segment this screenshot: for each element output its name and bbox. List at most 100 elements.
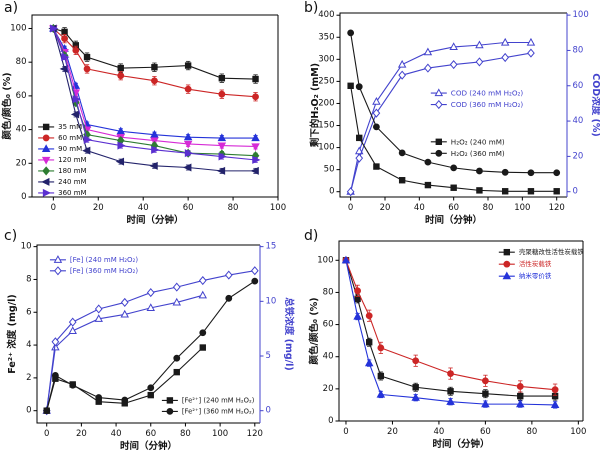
svg-text:0: 0 [343,427,348,437]
svg-text:颜色/颜色₀ (%): 颜色/颜色₀ (%) [308,297,320,364]
svg-text:80: 80 [526,427,537,437]
svg-text:0: 0 [348,203,353,213]
svg-text:80: 80 [483,203,494,213]
svg-text:20: 20 [573,151,584,161]
panel-c-label: c) [4,228,18,244]
svg-text:0: 0 [266,406,271,416]
svg-text:Fe²⁺ 浓度 (mg/l): Fe²⁺ 浓度 (mg/l) [6,294,18,373]
svg-text:60: 60 [323,320,334,330]
svg-text:4: 4 [26,340,31,350]
svg-text:颜色/颜色₀ (%): 颜色/颜色₀ (%) [1,72,13,139]
svg-text:60: 60 [145,429,156,439]
svg-text:120: 120 [549,203,565,213]
svg-text:80: 80 [228,203,239,213]
svg-text:20: 20 [380,203,391,213]
svg-text:40: 40 [414,203,425,213]
svg-text:400: 400 [318,10,334,20]
svg-text:COD (360 mM H₂O₂): COD (360 mM H₂O₂) [451,100,524,109]
svg-text:时间（分钟）: 时间（分钟） [126,214,183,226]
svg-text:COD浓度 (%): COD浓度 (%) [590,73,600,136]
svg-text:300: 300 [318,54,334,64]
svg-text:10: 10 [21,242,32,252]
svg-text:60: 60 [480,427,491,437]
svg-text:20: 20 [387,427,398,437]
panel-a: a) 0 20 40 60 80 100 0 20 40 60 80 100 时间（分钟） 颜色/颜色₀ … [0,0,300,227]
svg-text:100: 100 [212,429,228,439]
svg-text:时间（分钟）: 时间（分钟） [432,438,489,450]
svg-text:60 mM: 60 mM [58,134,82,142]
svg-text:100: 100 [318,143,334,153]
panel-b: b) 0 20 40 60 80 100 120 0 50 100 150 200 250 300 350 4… [300,0,600,227]
panel-d-label: d) [304,228,319,244]
svg-text:总铁浓度 (mg/l): 总铁浓度 (mg/l) [283,297,295,370]
svg-text:0: 0 [44,429,49,439]
svg-text:20: 20 [16,158,27,168]
svg-text:120: 120 [247,429,263,439]
svg-text:[Fe²⁺] (240 mM H₂O₂): [Fe²⁺] (240 mM H₂O₂) [182,396,255,404]
panel-a-chart: 0 20 40 60 80 100 0 20 40 60 80 100 时间（分钟） 颜色/颜色₀ (%)… [1,14,286,226]
svg-text:0: 0 [21,192,26,202]
svg-text:100: 100 [514,203,530,213]
svg-text:[Fe] (240 mM H₂O₂): [Fe] (240 mM H₂O₂) [70,256,138,264]
svg-text:40: 40 [16,125,27,135]
svg-text:40: 40 [323,352,334,362]
svg-text:0: 0 [329,187,334,197]
svg-text:0: 0 [573,187,578,197]
svg-text:120 mM: 120 mM [58,156,86,164]
svg-text:50: 50 [324,165,335,175]
svg-text:20: 20 [323,384,334,394]
svg-text:COD (240 mM H₂O₂): COD (240 mM H₂O₂) [451,89,524,98]
panel-b-chart: 0 20 40 60 80 100 120 0 50 100 150 200 250 300 350 400 0… [309,10,600,226]
svg-text:40: 40 [111,429,122,439]
svg-text:H₂O₂ (360 mM): H₂O₂ (360 mM) [451,149,505,158]
svg-text:时间（分钟）: 时间（分钟） [120,440,177,452]
svg-text:10: 10 [266,296,277,306]
svg-text:[Fe] (360 mM H₂O₂): [Fe] (360 mM H₂O₂) [70,267,138,275]
svg-text:20: 20 [93,203,104,213]
svg-text:100: 100 [573,10,589,20]
svg-text:100: 100 [570,427,586,437]
svg-text:40: 40 [573,116,584,126]
panel-c: c) 0 20 40 60 80 100 120 0 2 4 6 8 10 0 5 10 15 时间（分钟） Fe²… [0,228,300,455]
svg-text:100: 100 [270,203,286,213]
panel-b-label: b) [304,0,319,16]
svg-text:5: 5 [266,351,271,361]
panel-d-chart: 0 20 40 60 80 100 0 20 40 60 80 100 时间（分钟） 颜色/颜色₀ (%)… [308,240,586,450]
svg-text:60: 60 [448,203,459,213]
panel-a-label: a) [4,0,19,16]
svg-text:40: 40 [138,203,149,213]
svg-text:时间（分钟）: 时间（分钟） [425,214,482,226]
svg-text:2: 2 [26,373,31,383]
svg-text:240 mM: 240 mM [58,178,86,186]
panel-d: d) 0 20 40 60 80 100 0 20 40 60 80 100 时间（分钟） 颜色/颜色₀ … [300,228,600,455]
svg-text:剩下的H₂O₂ (mM): 剩下的H₂O₂ (mM) [309,63,321,147]
svg-text:15: 15 [266,242,277,252]
svg-text:350: 350 [318,32,334,42]
svg-text:6: 6 [26,307,31,317]
svg-text:0: 0 [328,416,333,426]
svg-text:40: 40 [434,427,445,437]
svg-text:100: 100 [10,23,26,33]
svg-text:100: 100 [317,255,333,265]
svg-text:200: 200 [318,98,334,108]
svg-text:35 mM: 35 mM [58,123,82,131]
svg-text:0: 0 [51,203,56,213]
svg-text:150: 150 [318,121,334,131]
svg-text:60: 60 [183,203,194,213]
svg-text:60: 60 [573,81,584,91]
svg-text:90 mM: 90 mM [58,145,82,153]
svg-text:0: 0 [26,406,31,416]
svg-text:壳聚糖改性活性炭载铁: 壳聚糖改性活性炭载铁 [519,247,585,256]
svg-text:20: 20 [76,429,87,439]
svg-text:纳米零价铁: 纳米零价铁 [519,271,552,280]
svg-text:80: 80 [573,45,584,55]
svg-text:80: 80 [180,429,191,439]
svg-text:[Fe²⁺] (360 mM H₂O₂): [Fe²⁺] (360 mM H₂O₂) [182,407,255,415]
svg-text:360 mM: 360 mM [58,189,86,197]
svg-text:H₂O₂ (240 mM): H₂O₂ (240 mM) [451,137,505,146]
svg-text:180 mM: 180 mM [58,167,86,175]
svg-text:250: 250 [318,76,334,86]
svg-text:8: 8 [26,274,31,284]
